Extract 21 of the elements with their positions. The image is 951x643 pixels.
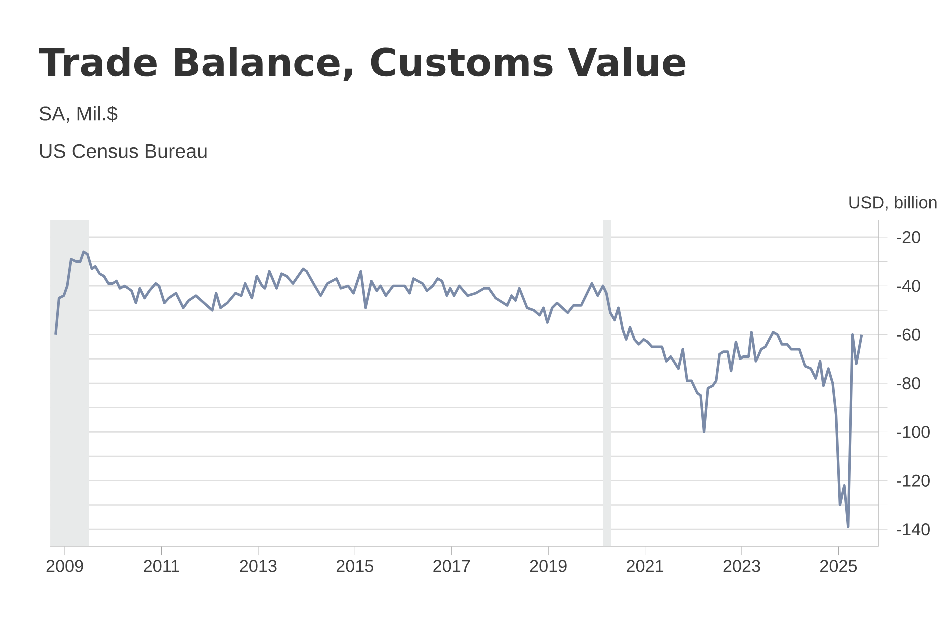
- chart-title: Trade Balance, Customs Value: [39, 46, 686, 82]
- text: US Census Bureau: [40, 144, 207, 158]
- y-tick-label: -20: [897, 231, 920, 244]
- x-tick-label: 2023: [724, 560, 760, 572]
- y-tick-label: -120: [897, 474, 930, 487]
- chart-subtitle: SA, Mil.$: [40, 106, 118, 123]
- y-tick-label: -60: [897, 328, 920, 341]
- x-tick-label: 2017: [434, 560, 470, 572]
- x-tick-label: 2021: [627, 560, 664, 572]
- y-tick-label: -140: [897, 523, 930, 536]
- y-tick-label: -80: [897, 377, 920, 390]
- y-tick-label: -100: [897, 426, 930, 438]
- x-tick-label: 2011: [144, 560, 180, 572]
- line-series: [54, 250, 864, 528]
- y-tick-label: -40: [897, 280, 920, 292]
- x-tick-label: 2015: [336, 560, 374, 572]
- y-axis-title: USD, billion: [850, 196, 937, 211]
- x-tick-label: 2009: [46, 560, 84, 572]
- x-tick-label: 2019: [530, 560, 567, 572]
- x-tick-label: 2013: [240, 560, 277, 572]
- x-tick-label: 2025: [820, 560, 858, 572]
